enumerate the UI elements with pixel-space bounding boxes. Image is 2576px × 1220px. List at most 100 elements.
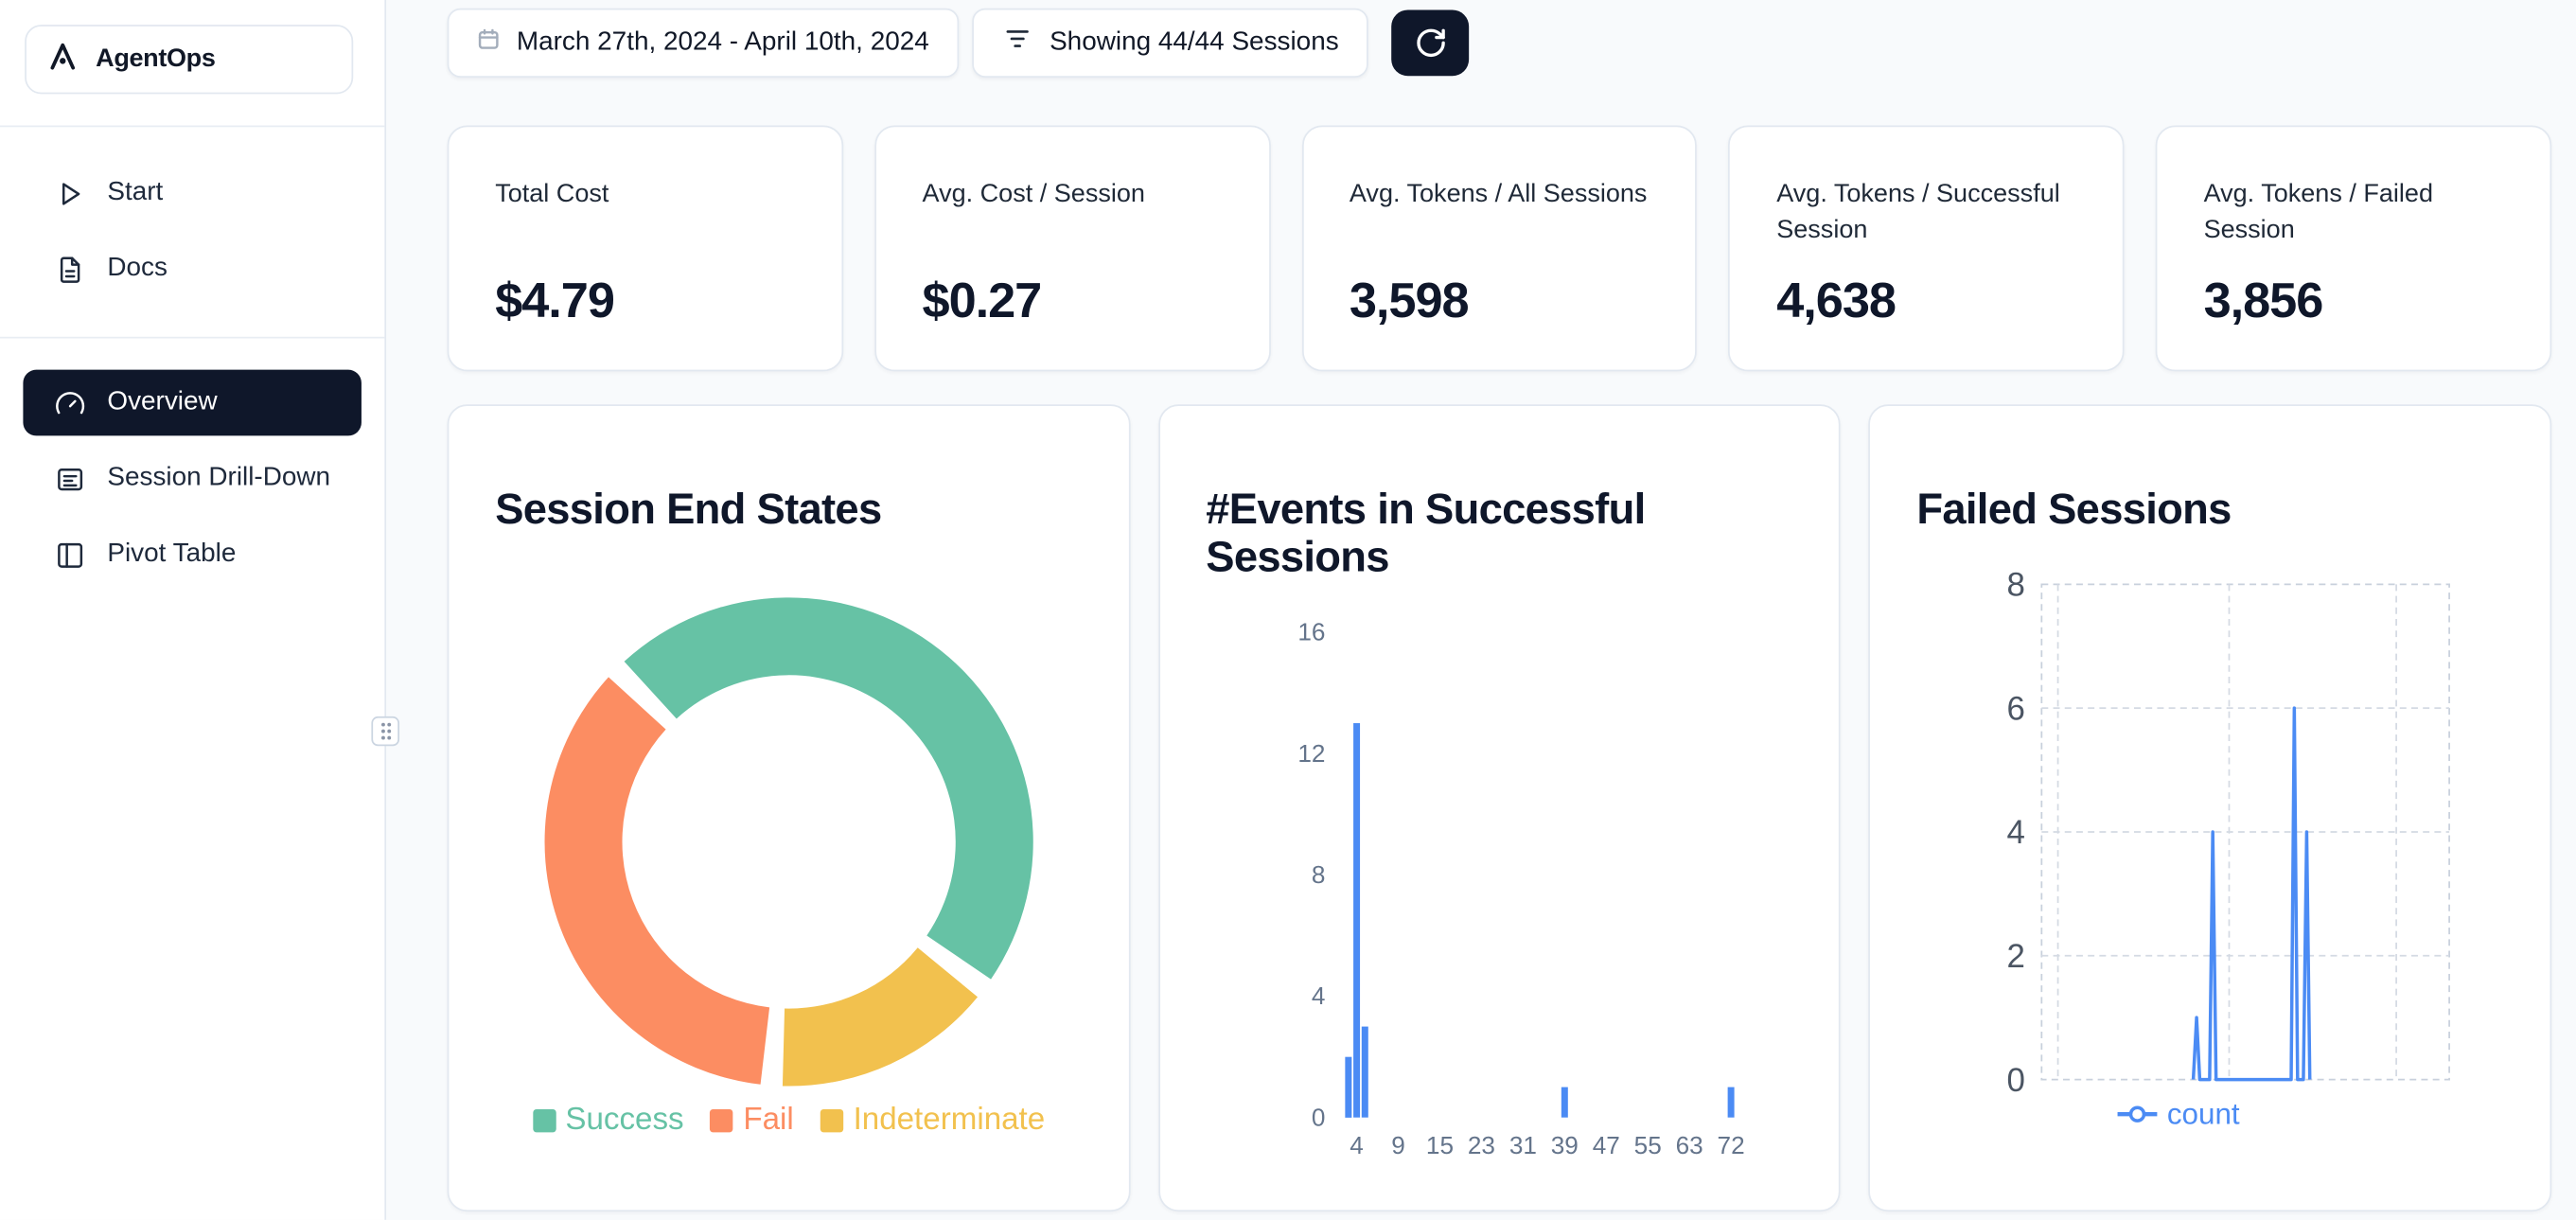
stat-title: Avg. Tokens / All Sessions: [1349, 180, 1648, 208]
failed-sessions-chart: 0 2 4 6 8 count: [2007, 568, 2451, 1131]
nav-label: Start: [107, 178, 164, 206]
svg-text:12: 12: [1297, 740, 1325, 769]
drag-dots-icon: [380, 722, 391, 740]
sidebar-item-pivot-table[interactable]: Pivot Table: [23, 522, 362, 588]
legend-label: Indeterminate: [853, 1103, 1046, 1139]
drill-down-icon: [55, 463, 86, 494]
sidebar: AgentOps Start Docs: [0, 0, 387, 1220]
bar[interactable]: [1561, 1087, 1568, 1119]
svg-text:9: 9: [1391, 1132, 1405, 1160]
svg-text:4: 4: [1350, 1132, 1364, 1160]
stat-title: Avg. Tokens / Successful Session: [1776, 180, 2060, 245]
stat-title: Avg. Cost / Session: [922, 180, 1145, 208]
charts-row: Session End States Success Fail Indetermin…: [447, 404, 2552, 1212]
stat-value: $4.79: [495, 274, 615, 329]
svg-text:15: 15: [1425, 1132, 1453, 1160]
stat-value: $0.27: [922, 274, 1043, 329]
sidebar-item-docs[interactable]: Docs: [23, 236, 362, 302]
sidebar-item-overview[interactable]: Overview: [23, 369, 362, 436]
legend-label: Fail: [743, 1103, 794, 1139]
stat-value: 3,598: [1349, 274, 1470, 329]
bar[interactable]: [1361, 1027, 1368, 1119]
svg-text:0: 0: [2007, 1062, 2025, 1099]
date-range-label: March 27th, 2024 - April 10th, 2024: [516, 27, 929, 57]
chart-title: Session End States: [495, 483, 882, 533]
sidebar-divider: [0, 336, 385, 339]
app-name: AgentOps: [96, 44, 216, 73]
sidebar-divider: [0, 125, 385, 128]
nav-label: Overview: [107, 387, 218, 416]
pivot-table-icon: [55, 539, 86, 570]
svg-text:23: 23: [1467, 1132, 1494, 1160]
bar[interactable]: [1727, 1087, 1735, 1119]
topbar: March 27th, 2024 - April 10th, 2024 Show…: [447, 8, 2552, 78]
calendar-icon: [477, 27, 500, 59]
legend-item-fail[interactable]: Fail: [710, 1103, 794, 1139]
legend-item-indeterminate[interactable]: Indeterminate: [820, 1103, 1046, 1139]
failed-sessions-card: Failed Sessions 0 2 4 6 8 count: [1868, 404, 2552, 1212]
svg-text:4: 4: [1311, 982, 1325, 1011]
svg-text:63: 63: [1675, 1132, 1703, 1160]
stat-value: 4,638: [1776, 274, 1897, 329]
session-end-states-card: Session End States Success Fail Indetermin…: [447, 404, 1131, 1212]
legend-swatch: [532, 1109, 556, 1133]
stat-title: Avg. Tokens / Failed Session: [2203, 180, 2434, 245]
legend-item-success[interactable]: Success: [532, 1103, 684, 1139]
svg-text:8: 8: [2007, 568, 2025, 604]
legend-label: Success: [565, 1103, 684, 1139]
svg-text:16: 16: [1297, 618, 1325, 646]
stat-value: 3,856: [2203, 274, 2324, 329]
session-filter-label: Showing 44/44 Sessions: [1050, 27, 1339, 57]
logo[interactable]: AgentOps: [25, 25, 354, 95]
nav-label: Pivot Table: [107, 539, 237, 568]
count-legend[interactable]: count: [2118, 1098, 2241, 1131]
donut-legend: Success Fail Indeterminate: [449, 1103, 1128, 1139]
sidebar-item-session-drill-down[interactable]: Session Drill-Down: [23, 446, 362, 512]
sidebar-item-start[interactable]: Start: [23, 160, 362, 226]
sidebar-nav: Start Docs Overview: [0, 127, 385, 588]
session-filter-button[interactable]: Showing 44/44 Sessions: [972, 8, 1369, 78]
nav-label: Session Drill-Down: [107, 464, 331, 492]
docs-icon: [55, 254, 86, 285]
svg-text:0: 0: [1311, 1104, 1325, 1132]
stats-row: Total Cost $4.79 Avg. Cost / Session $0.…: [447, 125, 2552, 372]
legend-swatch: [820, 1109, 844, 1133]
stat-card-avg-tokens-failed: Avg. Tokens / Failed Session 3,856: [2155, 125, 2552, 372]
events-in-successful-sessions-card: #Events in Successful Sessions 0 4 8 12 16 4 9…: [1157, 404, 1842, 1212]
count-line[interactable]: [2192, 706, 2313, 1082]
bar[interactable]: [1352, 723, 1360, 1119]
stat-card-avg-cost-session: Avg. Cost / Session $0.27: [873, 125, 1271, 372]
donut-segment-fail[interactable]: [544, 677, 769, 1086]
refresh-button[interactable]: [1391, 9, 1470, 77]
donut-segment-success[interactable]: [624, 597, 1033, 981]
play-icon: [55, 177, 86, 208]
donut-segment-indeterminate[interactable]: [782, 947, 978, 1087]
stat-title: Total Cost: [495, 180, 609, 208]
stat-card-avg-tokens-successful: Avg. Tokens / Successful Session 4,638: [1728, 125, 2125, 372]
chart-title: #Events in Successful Sessions: [1206, 483, 1646, 581]
svg-text:8: 8: [1311, 861, 1325, 890]
svg-text:47: 47: [1592, 1132, 1619, 1160]
stat-card-total-cost: Total Cost $4.79: [447, 125, 843, 372]
svg-text:4: 4: [2007, 815, 2025, 852]
agentops-logo-icon: [46, 39, 79, 80]
bar[interactable]: [1344, 1057, 1351, 1119]
svg-text:count: count: [2167, 1098, 2240, 1131]
refresh-icon: [1416, 28, 1445, 58]
svg-text:72: 72: [1717, 1132, 1744, 1160]
svg-text:55: 55: [1633, 1132, 1661, 1160]
svg-text:39: 39: [1550, 1132, 1578, 1160]
svg-text:2: 2: [2007, 938, 2025, 975]
session-end-states-donut: [544, 597, 1033, 1087]
svg-text:31: 31: [1509, 1132, 1536, 1160]
svg-text:6: 6: [2007, 691, 2025, 728]
chart-title: Failed Sessions: [1916, 483, 2232, 533]
sidebar-resize-handle[interactable]: [371, 716, 400, 747]
gauge-icon: [55, 387, 86, 418]
date-range-button[interactable]: March 27th, 2024 - April 10th, 2024: [447, 8, 960, 78]
nav-label: Docs: [107, 254, 168, 283]
filter-icon: [1001, 23, 1032, 62]
main-content: March 27th, 2024 - April 10th, 2024 Show…: [384, 0, 2576, 1220]
